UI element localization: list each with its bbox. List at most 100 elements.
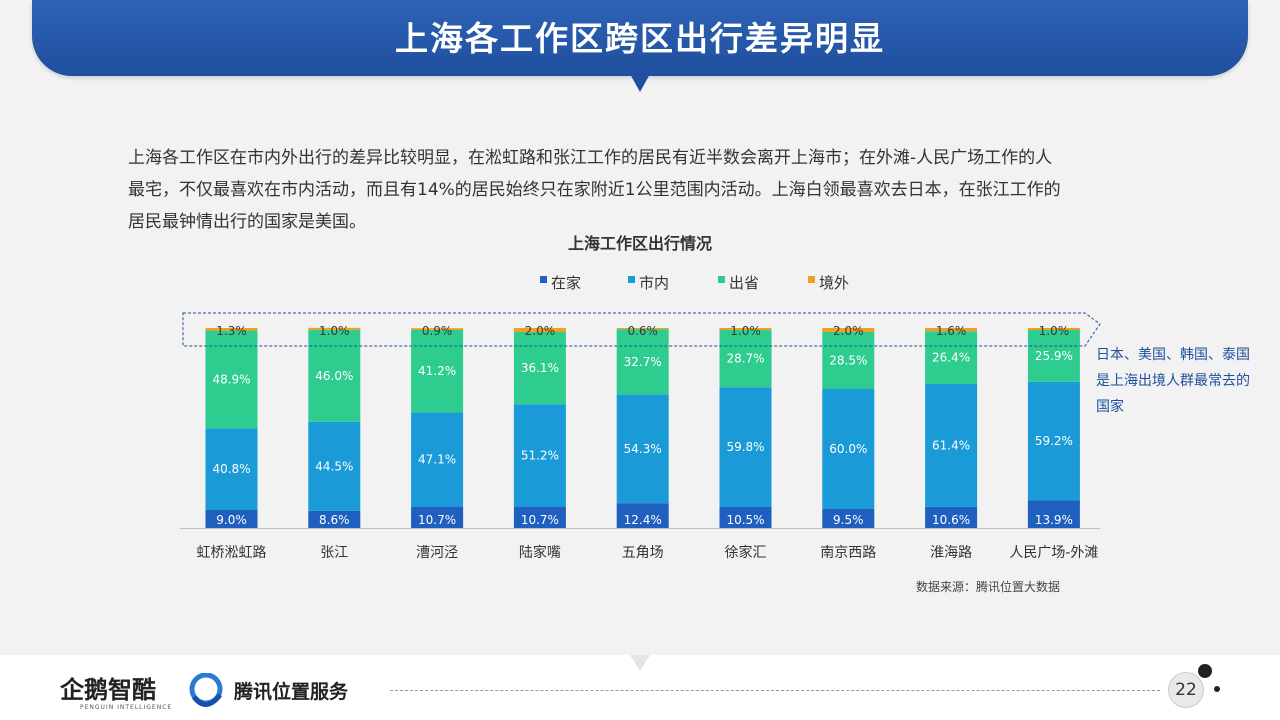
category-label-7: 南京西路 <box>820 545 876 561</box>
data-label-3-3: 41.2% <box>418 364 456 378</box>
data-label-4-3: 36.1% <box>521 361 559 375</box>
category-label-4: 陆家嘴 <box>519 544 561 561</box>
category-label-3: 漕河泾 <box>416 545 458 561</box>
bar-3-series-4 <box>411 328 464 330</box>
data-label-2-1: 8.6% <box>319 513 350 527</box>
bar-1-series-4 <box>205 328 258 331</box>
data-label-7-4: 2.0% <box>833 324 864 338</box>
bar-8-series-1 <box>925 506 978 528</box>
footer-divider <box>390 690 1160 691</box>
data-label-9-4: 1.0% <box>1039 324 1070 338</box>
legend-swatch-3 <box>718 276 725 283</box>
data-label-9-1: 13.9% <box>1035 513 1073 527</box>
bar-5-series-1 <box>616 503 669 528</box>
bar-3-series-2 <box>411 412 464 507</box>
data-label-4-2: 51.2% <box>521 448 559 462</box>
intro-paragraph: 上海各工作区在市内外出行的差异比较明显，在淞虹路和张江工作的居民有近半数会离开上… <box>128 142 1168 238</box>
highlight-box <box>182 312 1101 347</box>
category-label-6: 徐家汇 <box>725 544 767 561</box>
data-source: 数据来源：腾讯位置大数据 <box>916 580 1061 594</box>
data-label-8-1: 10.6% <box>932 513 970 527</box>
data-label-7-3: 28.5% <box>829 354 867 368</box>
data-label-3-1: 10.7% <box>418 513 456 527</box>
category-label-1: 虹桥淞虹路 <box>197 545 267 561</box>
data-label-8-2: 61.4% <box>932 438 970 452</box>
bar-2-series-2 <box>308 421 361 511</box>
legend-label-3: 出省 <box>729 274 759 292</box>
bar-6-series-1 <box>719 507 772 528</box>
data-label-1-3: 48.9% <box>212 373 250 387</box>
callout-text: 日本、美国、韩国、泰国是上海出境人群最常去的国家 <box>1096 347 1250 415</box>
page-decoration-dot-small <box>1214 686 1220 692</box>
header-banner: 上海各工作区跨区出行差异明显 <box>32 0 1248 76</box>
category-label-5: 五角场 <box>622 545 664 561</box>
data-label-2-4: 1.0% <box>319 324 350 338</box>
bar-8-series-2 <box>925 384 978 507</box>
bar-1-series-2 <box>205 428 258 510</box>
bar-5-series-2 <box>616 394 669 504</box>
data-label-9-3: 25.9% <box>1035 349 1073 363</box>
data-label-1-2: 40.8% <box>212 462 250 476</box>
intro-line-1: 上海各工作区在市内外出行的差异比较明显，在淞虹路和张江工作的居民有近半数会离开上… <box>128 148 1053 168</box>
legend-swatch-2 <box>628 276 635 283</box>
bar-9-series-3 <box>1027 330 1080 382</box>
data-label-5-3: 32.7% <box>624 355 662 369</box>
bar-4-series-3 <box>513 332 566 405</box>
bar-3-series-3 <box>411 330 464 413</box>
bar-9-series-4 <box>1027 328 1080 330</box>
data-label-9-2: 59.2% <box>1035 434 1073 448</box>
data-label-4-1: 10.7% <box>521 513 559 527</box>
bar-4-series-1 <box>513 506 566 528</box>
bar-8-series-4 <box>925 328 978 332</box>
bar-9-series-1 <box>1027 500 1080 528</box>
bar-5-series-4 <box>616 328 669 330</box>
data-label-4-4: 2.0% <box>525 324 556 338</box>
page-title: 上海各工作区跨区出行差异明显 <box>395 19 885 58</box>
bar-6-series-4 <box>719 328 772 330</box>
bar-7-series-1 <box>822 509 875 528</box>
bar-4-series-4 <box>513 328 566 332</box>
location-pin-icon <box>189 673 223 707</box>
bar-9-series-2 <box>1027 381 1080 501</box>
bar-7-series-2 <box>822 389 875 509</box>
category-label-9: 人民广场-外滩 <box>1009 545 1098 561</box>
data-label-6-2: 59.8% <box>726 440 764 454</box>
data-label-6-4: 1.0% <box>730 324 761 338</box>
legend-label-4: 境外 <box>819 274 849 292</box>
footer-pointer <box>630 655 650 671</box>
header-pointer <box>630 74 650 92</box>
legend-label-1: 在家 <box>551 274 581 292</box>
legend-label-2: 市内 <box>639 274 669 292</box>
page-decoration-dot <box>1198 664 1212 678</box>
bar-7-series-3 <box>822 332 875 389</box>
bar-2-series-4 <box>308 327 361 330</box>
chart-title: 上海工作区出行情况 <box>568 234 712 253</box>
data-label-7-1: 9.5% <box>833 513 864 527</box>
page-number: 22 <box>1168 672 1204 708</box>
bar-5-series-3 <box>616 329 669 395</box>
bar-2-series-1 <box>308 510 361 528</box>
bar-6-series-3 <box>719 330 772 388</box>
data-label-2-2: 44.5% <box>315 459 353 473</box>
bar-2-series-3 <box>308 329 361 422</box>
category-label-2: 张江 <box>320 545 348 561</box>
data-label-8-3: 26.4% <box>932 351 970 365</box>
data-label-3-2: 47.1% <box>418 453 456 467</box>
bar-4-series-2 <box>513 404 566 507</box>
legend-swatch-4 <box>808 276 815 283</box>
data-label-2-3: 46.0% <box>315 369 353 383</box>
data-label-3-4: 0.9% <box>422 324 453 338</box>
data-label-1-4: 1.3% <box>216 324 247 338</box>
bar-8-series-3 <box>925 331 978 384</box>
data-label-5-4: 0.6% <box>627 324 658 338</box>
data-label-1-1: 9.0% <box>216 513 247 527</box>
bar-3-series-1 <box>411 506 464 528</box>
data-label-6-3: 28.7% <box>726 352 764 366</box>
bar-7-series-4 <box>822 328 875 332</box>
category-label-8: 淮海路 <box>930 545 972 561</box>
data-label-5-2: 54.3% <box>624 442 662 456</box>
intro-line-3: 居民最钟情出行的国家是美国。 <box>128 212 366 232</box>
data-label-6-1: 10.5% <box>726 513 764 527</box>
bar-1-series-3 <box>205 330 258 429</box>
